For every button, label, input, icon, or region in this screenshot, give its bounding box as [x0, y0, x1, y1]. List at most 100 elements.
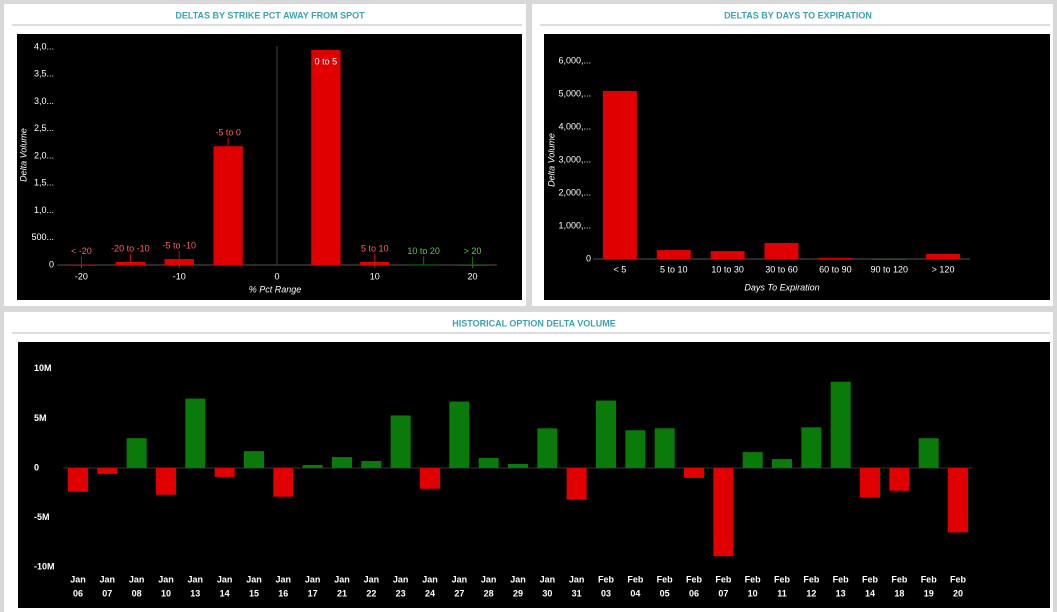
bar [360, 262, 390, 265]
x-tick-label: 12 [806, 588, 816, 598]
x-tick-label: 27 [454, 588, 464, 598]
x-tick-label: Feb [833, 574, 850, 584]
x-tick-label: Feb [686, 574, 703, 584]
x-tick-label: Feb [891, 574, 908, 584]
x-tick-label: Jan [393, 574, 409, 584]
x-tick-label: Jan [217, 574, 233, 584]
data-label: > 20 [464, 246, 482, 256]
bar [457, 264, 488, 266]
x-tick-label: Jan [569, 574, 585, 584]
x-tick-label: 28 [484, 588, 494, 598]
x-tick-label: < 5 [614, 264, 627, 274]
x-tick-label: 60 to 90 [819, 264, 852, 274]
x-tick-label: Jan [422, 574, 438, 584]
x-tick-label: 17 [308, 588, 318, 598]
bar [243, 451, 264, 468]
x-tick-label: 07 [718, 588, 728, 598]
y-tick-label: 3,000,... [558, 154, 591, 164]
x-tick-label: Jan [334, 574, 350, 584]
y-tick-label: 5,000,... [558, 88, 591, 98]
x-tick-label: 10 [748, 588, 758, 598]
x-tick-label: Feb [745, 574, 762, 584]
x-tick-label: 04 [630, 588, 640, 598]
x-tick-label: Feb [774, 574, 791, 584]
data-label: 10 to 20 [407, 246, 440, 256]
chart-title: DELTAS BY STRIKE PCT AWAY FROM SPOT [175, 10, 365, 20]
y-axis-title: Delta Volume [546, 133, 556, 187]
x-tick-label: 22 [366, 588, 376, 598]
bar [918, 438, 939, 468]
bar [419, 467, 440, 489]
bar [361, 461, 382, 468]
y-tick-label: 2,000,... [558, 187, 591, 197]
bar [311, 50, 341, 266]
x-tick-label: 05 [660, 588, 670, 598]
bar [818, 258, 853, 260]
chart-title: HISTORICAL OPTION DELTA VOLUME [452, 318, 616, 328]
bar [331, 457, 352, 468]
x-tick-label: > 120 [932, 264, 955, 274]
y-tick-label: 3,5... [34, 69, 54, 79]
x-tick-label: 31 [572, 588, 582, 598]
y-tick-label: 4,000,... [558, 121, 591, 131]
x-tick-label: Jan [129, 574, 145, 584]
bar [97, 467, 118, 474]
bar [684, 467, 705, 478]
bar [948, 467, 969, 533]
chart-title: DELTAS BY DAYS TO EXPIRATION [724, 10, 872, 20]
y-tick-label: 1,5... [34, 178, 54, 188]
x-tick-label: Jan [158, 574, 174, 584]
bar [185, 398, 206, 468]
x-tick-label: Jan [510, 574, 526, 584]
y-tick-label: 2,0... [34, 150, 54, 160]
bar [537, 428, 558, 468]
x-tick-label: 15 [249, 588, 259, 598]
x-tick-label: 30 [542, 588, 552, 598]
x-tick-label: 24 [425, 588, 435, 598]
x-tick-label: Jan [364, 574, 380, 584]
bar [155, 467, 176, 495]
bar [302, 464, 323, 468]
x-tick-label: 06 [689, 588, 699, 598]
y-tick-label: 1,000,... [558, 220, 591, 230]
x-tick-label: 03 [601, 588, 611, 598]
x-tick-label: 08 [132, 588, 142, 598]
bar [409, 264, 439, 266]
x-tick-label: 20 [468, 271, 478, 281]
bar [126, 438, 147, 468]
y-tick-label: 2,5... [34, 123, 54, 133]
x-tick-label: Jan [540, 574, 556, 584]
bar [764, 242, 799, 259]
bar [830, 381, 851, 468]
bar [625, 430, 646, 468]
data-label: < -20 [71, 246, 92, 256]
x-tick-label: Jan [188, 574, 204, 584]
bar [654, 428, 675, 468]
x-tick-label: Jan [246, 574, 262, 584]
x-axis-title: Days To Expiration [744, 282, 819, 292]
x-tick-label: 18 [894, 588, 904, 598]
bar [66, 264, 97, 266]
y-tick-label: -10M [34, 561, 55, 571]
x-tick-label: Jan [70, 574, 86, 584]
bar [602, 90, 637, 259]
x-tick-label: Jan [452, 574, 468, 584]
bar [926, 254, 961, 259]
bar [872, 258, 907, 260]
y-tick-label: 10M [34, 363, 52, 373]
y-tick-label: 3,0... [34, 96, 54, 106]
x-tick-label: Feb [921, 574, 938, 584]
x-tick-label: 14 [865, 588, 875, 598]
bar [115, 262, 145, 265]
bar [390, 415, 411, 468]
x-tick-label: 20 [953, 588, 963, 598]
x-tick-label: Jan [481, 574, 497, 584]
bar [566, 467, 587, 500]
x-tick-label: 23 [396, 588, 406, 598]
y-tick-label: -5M [34, 512, 50, 522]
y-tick-label: 5M [34, 413, 47, 423]
x-tick-label: Feb [598, 574, 615, 584]
bar [449, 401, 470, 468]
